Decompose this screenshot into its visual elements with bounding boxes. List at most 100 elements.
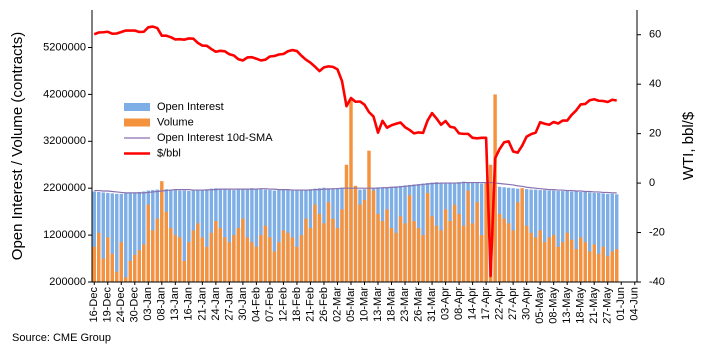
bar bbox=[164, 211, 169, 282]
bar bbox=[178, 237, 182, 282]
bar bbox=[119, 193, 123, 282]
bar bbox=[218, 228, 223, 282]
bar bbox=[479, 183, 484, 282]
y-tick-label: 4200000 bbox=[43, 88, 86, 100]
bar bbox=[101, 192, 105, 282]
bar bbox=[497, 214, 502, 282]
bar bbox=[250, 242, 254, 282]
bar bbox=[578, 237, 583, 282]
bar bbox=[268, 237, 272, 282]
source-note: Source: CME Group bbox=[12, 332, 111, 344]
y2-tick-label: -20 bbox=[649, 226, 665, 238]
bar bbox=[101, 258, 105, 282]
bar bbox=[367, 150, 371, 282]
bar bbox=[615, 194, 619, 282]
bar bbox=[569, 239, 574, 282]
bar bbox=[398, 216, 403, 282]
bar bbox=[560, 242, 565, 282]
x-tick-label: 24-Dec bbox=[115, 287, 127, 323]
bar bbox=[533, 237, 538, 282]
bar bbox=[173, 235, 178, 282]
bar bbox=[308, 228, 313, 282]
x-tick-label: 10-Mar bbox=[358, 287, 370, 322]
bar bbox=[597, 192, 601, 282]
bar bbox=[515, 202, 520, 282]
bar bbox=[97, 232, 101, 282]
x-tick-label: 04-Feb bbox=[250, 287, 262, 322]
bar bbox=[250, 188, 254, 282]
bar bbox=[606, 193, 610, 282]
bar bbox=[601, 193, 605, 282]
bar bbox=[587, 251, 592, 282]
bar bbox=[583, 191, 587, 282]
bar bbox=[362, 199, 367, 282]
x-tick-label: 13-Jan bbox=[169, 287, 181, 321]
bar bbox=[115, 193, 119, 282]
x-tick-label: 18-May bbox=[575, 287, 587, 324]
bar bbox=[529, 232, 533, 282]
y-tick-label: 200000 bbox=[49, 276, 86, 288]
x-tick-label: 03-Jan bbox=[142, 287, 154, 321]
line bbox=[94, 181, 617, 194]
x-tick-label: 21-Jan bbox=[196, 287, 208, 321]
x-tick-label: 16-Dec bbox=[88, 287, 100, 323]
bar bbox=[597, 253, 601, 282]
bar bbox=[502, 218, 506, 282]
bar bbox=[376, 214, 380, 282]
bar bbox=[322, 223, 326, 282]
x-tick-label: 13-Mar bbox=[372, 287, 384, 322]
y2-tick-label: -40 bbox=[649, 276, 665, 288]
bar bbox=[538, 230, 542, 282]
bar bbox=[560, 191, 565, 282]
bar bbox=[133, 254, 137, 282]
bar bbox=[583, 242, 587, 282]
bar bbox=[182, 190, 187, 282]
bar bbox=[119, 242, 123, 282]
bar bbox=[245, 188, 250, 282]
bar bbox=[475, 202, 479, 282]
y-tick-label: 5200000 bbox=[43, 41, 86, 53]
bar bbox=[142, 191, 146, 282]
bar bbox=[448, 221, 452, 282]
bar bbox=[223, 237, 227, 282]
bar bbox=[281, 230, 286, 282]
bar bbox=[610, 251, 614, 282]
x-tick-label: 14-Apr bbox=[467, 287, 479, 320]
bar bbox=[295, 190, 299, 282]
bar bbox=[160, 181, 164, 282]
bar bbox=[223, 189, 227, 282]
x-tick-label: 27-Jan bbox=[223, 287, 235, 321]
bar bbox=[178, 190, 182, 282]
bar bbox=[470, 223, 475, 282]
bar bbox=[205, 189, 209, 282]
x-tick-label: 16-Jan bbox=[183, 287, 195, 321]
x-tick-label: 30-Dec bbox=[129, 287, 141, 323]
bar bbox=[115, 271, 119, 282]
bar bbox=[272, 190, 277, 282]
bar bbox=[430, 216, 434, 282]
x-tick-label: 31-Mar bbox=[426, 287, 438, 322]
x-tick-label: 21-Feb bbox=[304, 287, 316, 322]
legend-label: Open Interest 10d-SMA bbox=[157, 132, 273, 144]
bar bbox=[592, 244, 596, 282]
bar bbox=[371, 190, 376, 282]
x-tick-label: 30-Apr bbox=[521, 287, 533, 320]
bar bbox=[299, 235, 304, 282]
bar bbox=[479, 235, 484, 282]
bar bbox=[272, 251, 277, 282]
bar bbox=[205, 246, 209, 282]
bar bbox=[443, 209, 448, 282]
bar bbox=[110, 193, 114, 282]
bar bbox=[290, 237, 295, 282]
bar bbox=[578, 191, 583, 282]
bar bbox=[394, 232, 398, 282]
bar bbox=[146, 204, 151, 282]
y2-tick-label: 60 bbox=[649, 29, 661, 41]
bar bbox=[209, 232, 214, 282]
bar bbox=[124, 193, 128, 282]
bar bbox=[425, 192, 430, 282]
bar bbox=[403, 223, 407, 282]
bar bbox=[335, 228, 340, 282]
bar bbox=[317, 214, 322, 282]
